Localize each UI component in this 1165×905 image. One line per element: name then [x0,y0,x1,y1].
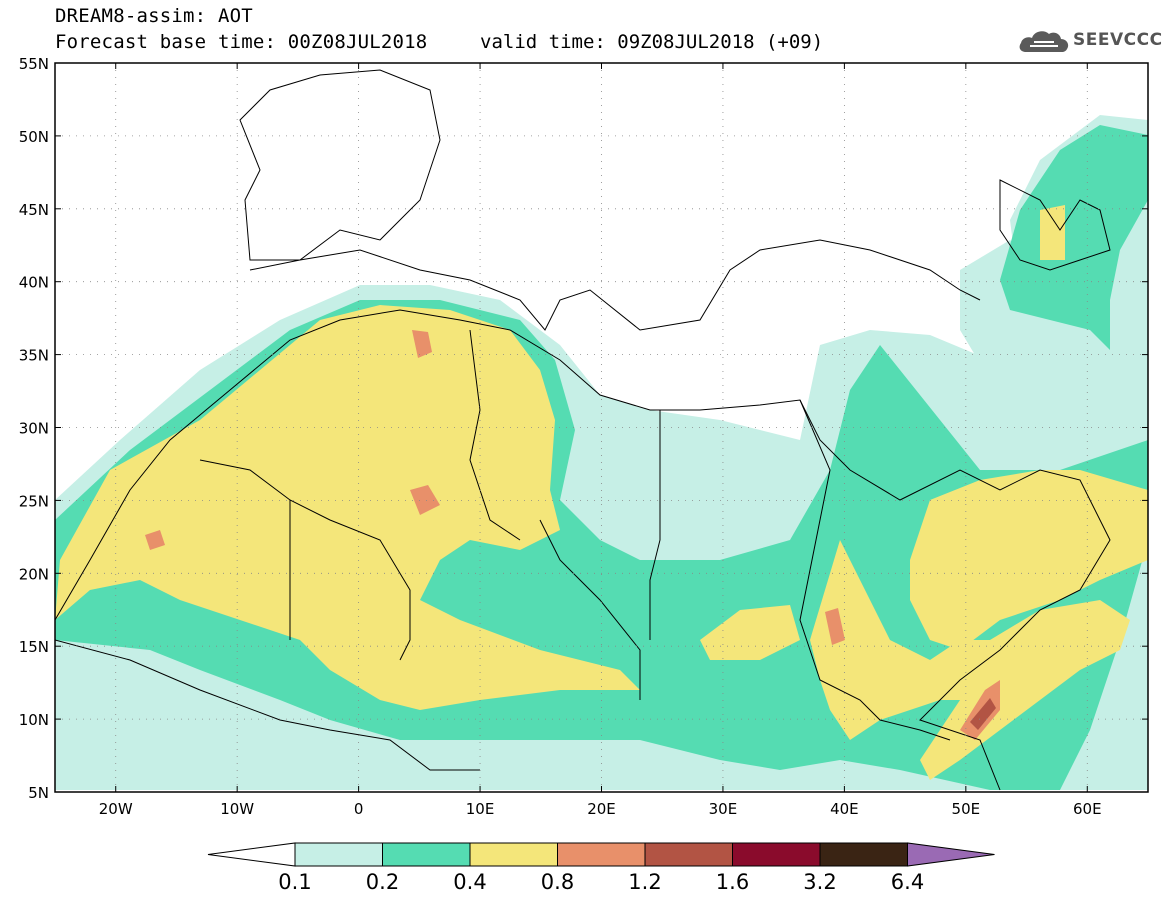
lon-label: 30E [709,800,738,818]
lon-label: 20E [587,800,616,818]
lat-label: 45N [19,201,49,219]
aot-level-0.8 [145,330,1000,740]
map-title: DREAM8-assim: AOT [55,5,253,27]
coastlines [55,69,1111,791]
colorbar-label: 6.4 [891,870,924,894]
lat-label: 30N [19,420,49,438]
lon-label: 10W [220,800,254,818]
lon-label: 20W [99,800,133,818]
colorbar-label: 0.8 [541,870,574,894]
lat-label: 25N [19,492,49,510]
lat-label: 40N [19,274,49,292]
lat-label: 10N [19,711,49,729]
colorbar-swatch [732,842,821,867]
logo-text: SEEVCCC [1073,30,1163,50]
colorbar-swatch [644,842,733,867]
graticule [55,63,1148,792]
lon-label: 60E [1073,800,1102,818]
colorbar-label: 3.2 [803,870,836,894]
aot-level-1.2 [970,698,996,730]
colorbar-label: 1.6 [716,870,749,894]
colorbar-swatch [819,842,908,867]
lon-label: 50E [952,800,981,818]
lon-label: 0 [354,800,364,818]
colorbar: 0.1 0.2 0.4 0.8 1.2 1.6 3.2 6.4 [207,842,995,894]
latitude-labels: 55N 50N 45N 40N 35N 30N 25N 20N 15N 10N 5N [19,55,49,802]
longitude-labels: 20W 10W 0 10E 20E 30E 40E 50E 60E [99,800,1102,818]
cloud-icon [1019,31,1069,52]
colorbar-low-arrow [207,842,296,867]
colorbar-swatch [294,842,383,867]
lat-label: 5N [28,784,49,802]
lat-label: 50N [19,128,49,146]
lon-label: 10E [466,800,495,818]
lat-label: 35N [19,347,49,365]
colorbar-label: 0.2 [366,870,399,894]
colorbar-swatch [557,842,646,867]
colorbar-swatch [469,842,558,867]
colorbar-high-arrow [907,842,995,867]
lon-label: 40E [830,800,859,818]
aot-level-0.4 [55,205,1148,780]
colorbar-label: 1.2 [628,870,661,894]
colorbar-label: 0.4 [453,870,486,894]
colorbar-label: 0.1 [278,870,311,894]
lat-label: 20N [19,565,49,583]
forecast-base-time: Forecast base time: 00Z08JUL2018 [55,31,428,53]
colorbar-swatch [382,842,471,867]
axis-ticks [55,62,1148,793]
valid-time: valid time: 09Z08JUL2018 (+09) [480,31,824,53]
lat-label: 55N [19,55,49,73]
lat-label: 15N [19,638,49,656]
